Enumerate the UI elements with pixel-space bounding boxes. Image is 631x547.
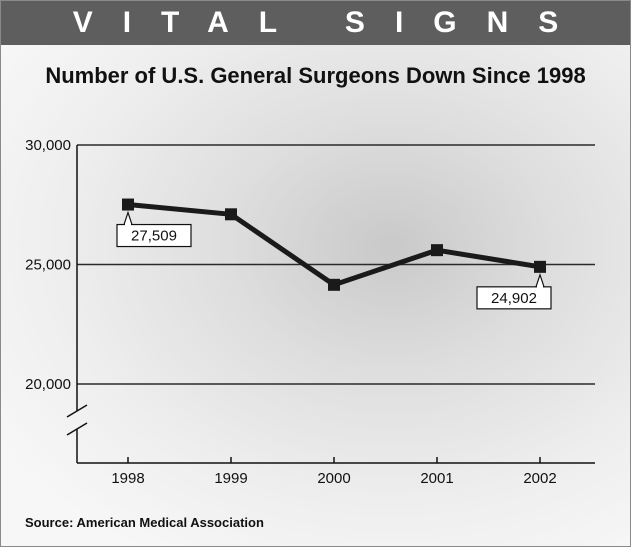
- x-tick-label: 2000: [317, 470, 350, 487]
- axis-break-mark: [66, 422, 88, 436]
- data-label: 27,509: [131, 228, 177, 245]
- callout-pointer: [123, 210, 133, 225]
- banner-title: VITAL SIGNS: [72, 6, 589, 39]
- banner: VITAL SIGNS: [1, 1, 630, 45]
- series: [122, 198, 546, 291]
- data-point: [122, 198, 134, 211]
- x-tick-label: 2002: [523, 470, 556, 487]
- data-label: 24,902: [491, 290, 537, 307]
- y-tick-label: 25,000: [25, 257, 71, 274]
- y-tick-label: 20,000: [25, 376, 71, 393]
- x-tick-label: 1999: [214, 470, 247, 487]
- axis-break-mark: [66, 404, 88, 418]
- x-tick-labels: 1998 1999 2000 2001 2002: [111, 470, 556, 487]
- data-point: [328, 278, 340, 291]
- x-tick-label: 2001: [420, 470, 453, 487]
- callout-pointer: [535, 272, 545, 288]
- source-note: Source: American Medical Association: [25, 515, 264, 530]
- y-tick-label: 30,000: [25, 137, 71, 154]
- x-tick-label: 1998: [111, 470, 144, 487]
- data-point: [534, 260, 546, 273]
- chart-title: Number of U.S. General Surgeons Down Sin…: [45, 63, 586, 88]
- y-tick-labels: 30,000 25,000 20,000: [25, 137, 71, 393]
- data-labels: 27,509 24,902: [116, 210, 552, 310]
- data-label-box: [476, 286, 552, 310]
- data-point: [431, 244, 443, 257]
- axes: [66, 145, 595, 464]
- gridlines: [77, 144, 595, 385]
- data-point: [225, 208, 237, 221]
- data-label-box: [116, 223, 192, 248]
